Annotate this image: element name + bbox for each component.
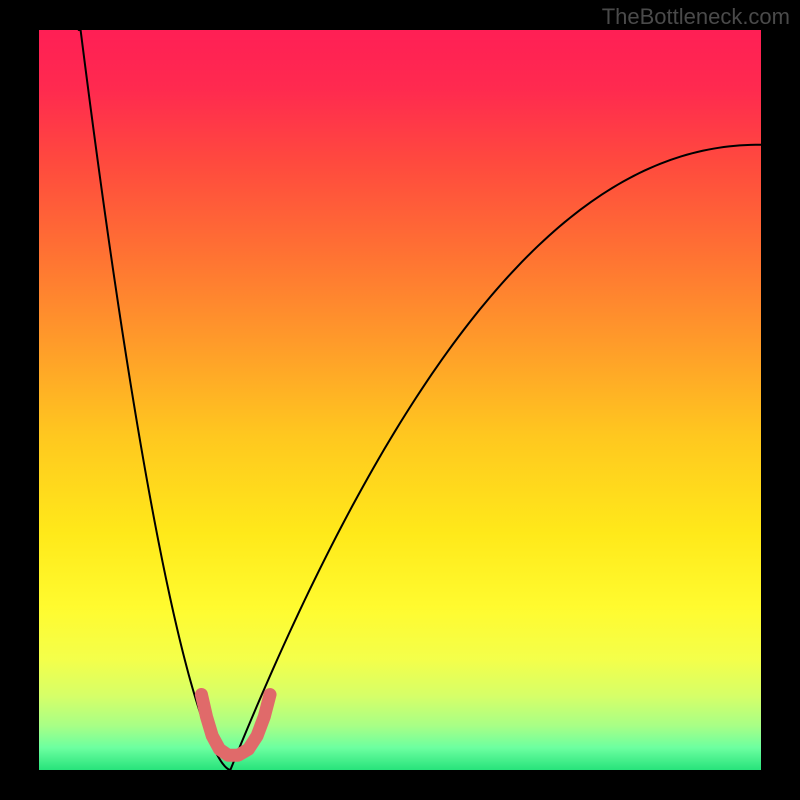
bottom-u-highlight	[201, 695, 270, 756]
curve-layer	[39, 30, 761, 770]
bottleneck-curve	[79, 30, 761, 770]
figure-outer-frame: TheBottleneck.com	[0, 0, 800, 800]
watermark-text: TheBottleneck.com	[602, 4, 790, 30]
plot-area	[39, 30, 761, 770]
